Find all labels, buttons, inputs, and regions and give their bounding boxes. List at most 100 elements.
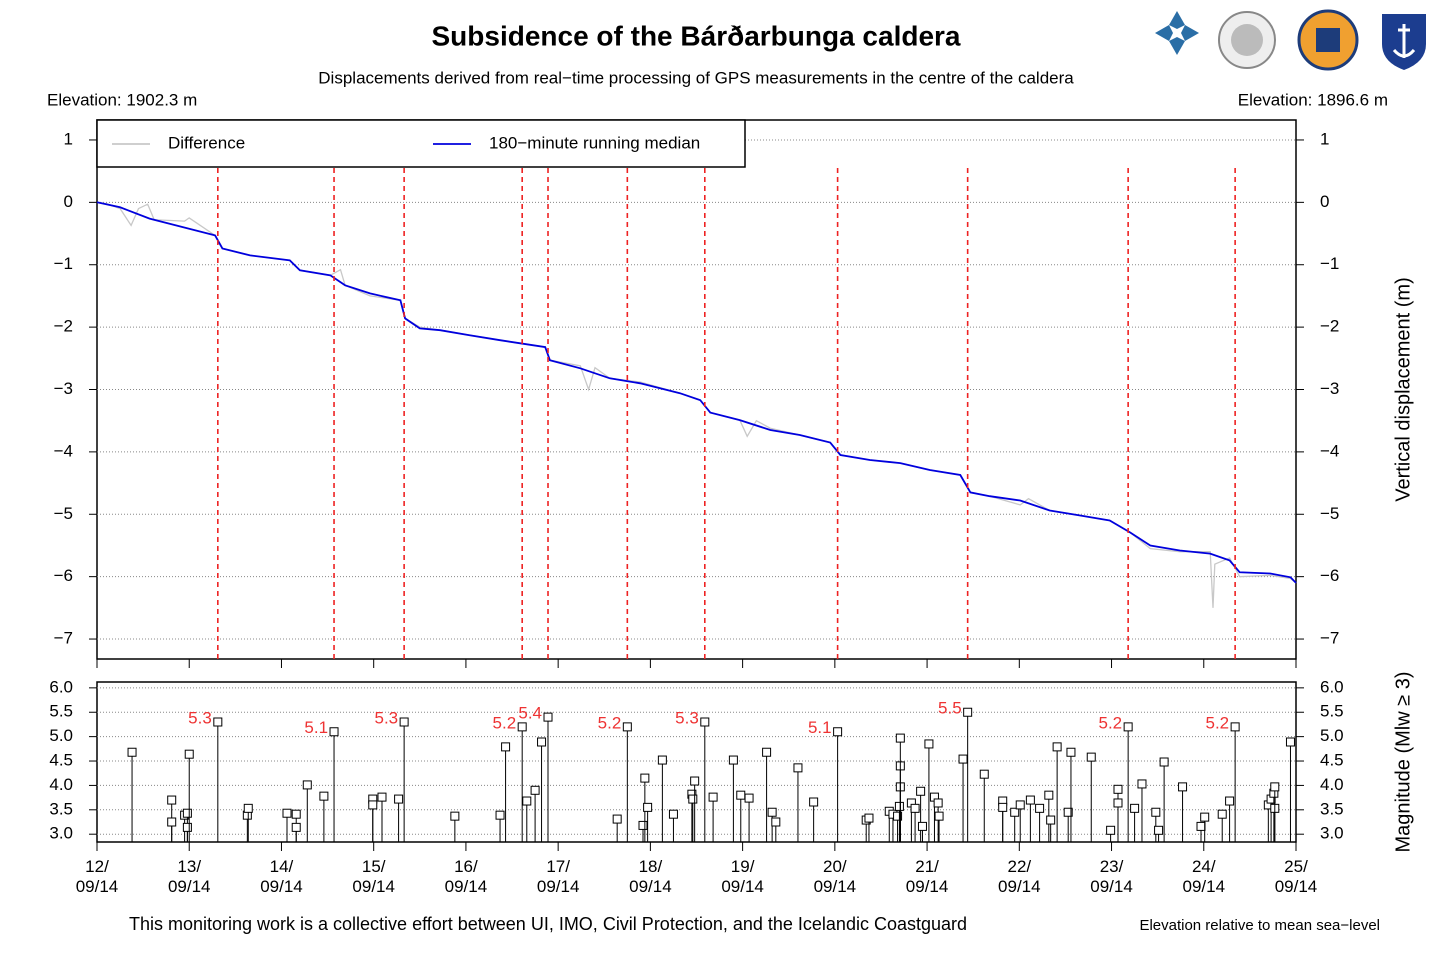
quake-marker [522,796,532,806]
y-tick-label: −4 [54,441,73,460]
quake-marker [934,811,944,821]
plot-area [96,681,1297,843]
value-label: 5.1 [808,718,832,737]
x-tick-label: 22/09/14 [998,857,1041,896]
footer: This monitoring work is a collective eff… [129,914,967,934]
quake-marker [1106,825,1116,835]
quake-marker [399,717,409,727]
quake-marker [612,814,622,824]
quake-marker [893,811,903,821]
y-tick-label: 0 [64,192,73,211]
quake-marker [1010,807,1020,817]
quake-marker [895,733,905,743]
quake-marker [1086,752,1096,762]
quake-marker [450,811,460,821]
quake-marker [184,749,194,759]
y-tick-label: −6 [54,566,73,585]
y-tick-label: −3 [1320,379,1339,398]
chart-title: Subsidence of the Bárðarbunga caldera [431,20,960,51]
x-tick-label: 15/09/14 [352,857,395,896]
y-tick-label: 4.0 [49,775,73,794]
x-tick-label: 20/09/14 [814,857,857,896]
quake-marker [1123,722,1133,732]
logos [1155,9,1426,71]
quake-marker [728,755,738,765]
y-tick-label: −6 [1320,566,1339,585]
quake-marker [1151,807,1161,817]
y-tick-label: 6.0 [1320,677,1344,696]
x-tick-label: 25/09/14 [1275,857,1318,896]
quake-marker [744,793,754,803]
quake-marker [622,722,632,732]
y-tick-label: 4.5 [49,751,73,770]
y-tick-label: 5.5 [1320,702,1344,721]
quake-marker [833,727,843,737]
annotation: Elevation: 1902.3 m [47,90,197,109]
quake-marker [998,802,1008,812]
quake-marker [543,712,553,722]
legend-label: Difference [168,133,245,152]
quake-marker [1178,782,1188,792]
y-tick-label: −2 [1320,317,1339,336]
quake-marker [182,822,192,832]
logo-anchor [1392,24,1416,58]
y-tick-label: 3.5 [49,799,73,818]
quake-marker [1046,815,1056,825]
y-tick-label: 1 [64,129,73,148]
x-tick-label: 18/09/14 [629,857,672,896]
quake-marker [1137,779,1147,789]
x-tick-label: 16/09/14 [445,857,488,896]
note: Elevation relative to mean sea−level [1139,917,1380,934]
quake-marker [368,800,378,810]
quake-marker [979,769,989,779]
y-tick-label: −1 [54,254,73,273]
quake-marker [657,755,667,765]
y-tick-label: 3.0 [49,824,73,843]
y-tick-label: 6.0 [49,677,73,696]
y-tick-label: −2 [54,317,73,336]
quake-marker [329,727,339,737]
quake-marker [282,808,292,818]
quake-marker [1196,821,1206,831]
quake-marker [1113,798,1123,808]
value-label: 5.2 [493,713,517,732]
quake-marker [864,813,874,823]
value-label: 5.5 [938,699,962,718]
y-tick-label: 1 [1320,129,1329,148]
quake-marker [182,808,192,818]
x-tick-label: 19/09/14 [721,857,764,896]
quake-marker [1225,796,1235,806]
y-tick-label: −7 [1320,629,1339,648]
series-line [96,201,1297,608]
y-tick-label: −7 [54,629,73,648]
quake-marker [1063,807,1073,817]
quake-marker [1285,737,1295,747]
x-tick-label: 23/09/14 [1090,857,1133,896]
quake-marker [1217,809,1227,819]
logo-imo [1155,11,1199,55]
quake-marker [377,792,387,802]
quake-marker [1044,790,1054,800]
value-label: 5.1 [304,718,328,737]
y-tick-label: 4.5 [1320,751,1344,770]
quake-marker [1230,722,1240,732]
quake-marker [767,807,777,817]
quake-marker [688,794,698,804]
quake-marker [700,717,710,727]
y-tick-label: −3 [54,379,73,398]
quake-marker [291,822,301,832]
quake-marker [1025,795,1035,805]
value-label: 5.3 [188,708,212,727]
y-axis-label: Magnitude (Mlw ≥ 3) [1392,671,1414,852]
quake-marker [1052,742,1062,752]
quake-marker [537,737,547,747]
x-tick-label: 21/09/14 [906,857,949,896]
y-tick-label: 4.0 [1320,775,1344,794]
quake-marker [771,817,781,827]
legend: Difference 180−minute running median [96,119,746,168]
value-label: 5.4 [518,704,542,723]
quake-marker [167,795,177,805]
quake-marker [793,763,803,773]
